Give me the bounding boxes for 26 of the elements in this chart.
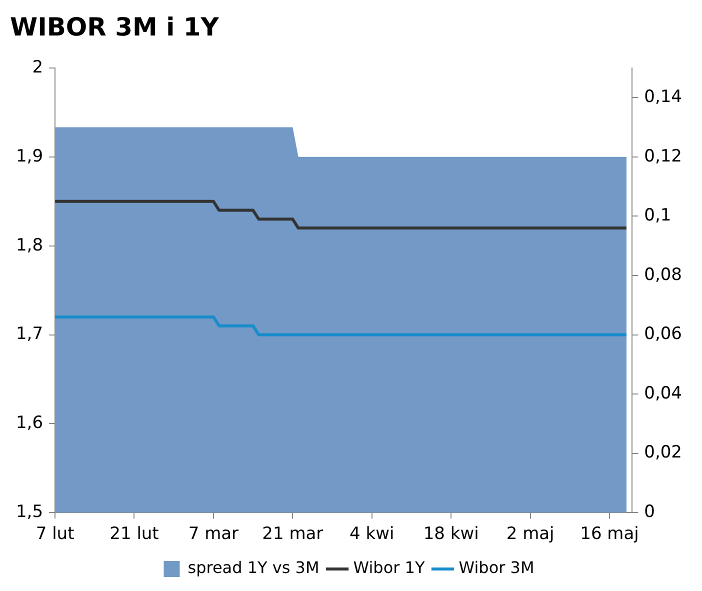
y-tick-label: 1,9	[16, 146, 44, 166]
x-tick-label: 7 mar	[188, 524, 239, 544]
x-tick-label: 18 kwi	[423, 524, 479, 544]
y2-tick-label: 0,12	[644, 146, 682, 166]
y-tick-label: 2	[32, 57, 44, 78]
legend-label: Wibor 3M	[458, 558, 534, 578]
y2-tick-label: 0,06	[644, 324, 682, 344]
x-tick-label: 16 maj	[580, 524, 639, 544]
y-tick-label: 1,7	[16, 324, 44, 344]
x-tick-label: 4 kwi	[350, 524, 394, 544]
x-tick-label: 21 lut	[110, 524, 160, 544]
y2-tick-label: 0,1	[644, 206, 672, 226]
x-tick-label: 21 mar	[262, 524, 324, 544]
y2-tick-label: 0,14	[644, 87, 682, 108]
y2-tick-label: 0,04	[644, 383, 682, 404]
y-tick-label: 1,8	[16, 235, 44, 256]
x-tick-label: 2 maj	[506, 524, 554, 544]
y-tick-label: 1,6	[16, 413, 44, 434]
legend-label: spread 1Y vs 3M	[188, 558, 320, 578]
legend-label: Wibor 1Y	[353, 558, 425, 578]
chart-title: WIBOR 3M i 1Y	[10, 12, 220, 42]
x-tick-label: 7 lut	[36, 524, 75, 544]
y2-tick-label: 0,08	[644, 264, 682, 285]
y2-tick-label: 0,02	[644, 442, 682, 463]
y-tick-label: 1,5	[16, 502, 44, 522]
y2-tick-label: 0	[644, 502, 655, 522]
